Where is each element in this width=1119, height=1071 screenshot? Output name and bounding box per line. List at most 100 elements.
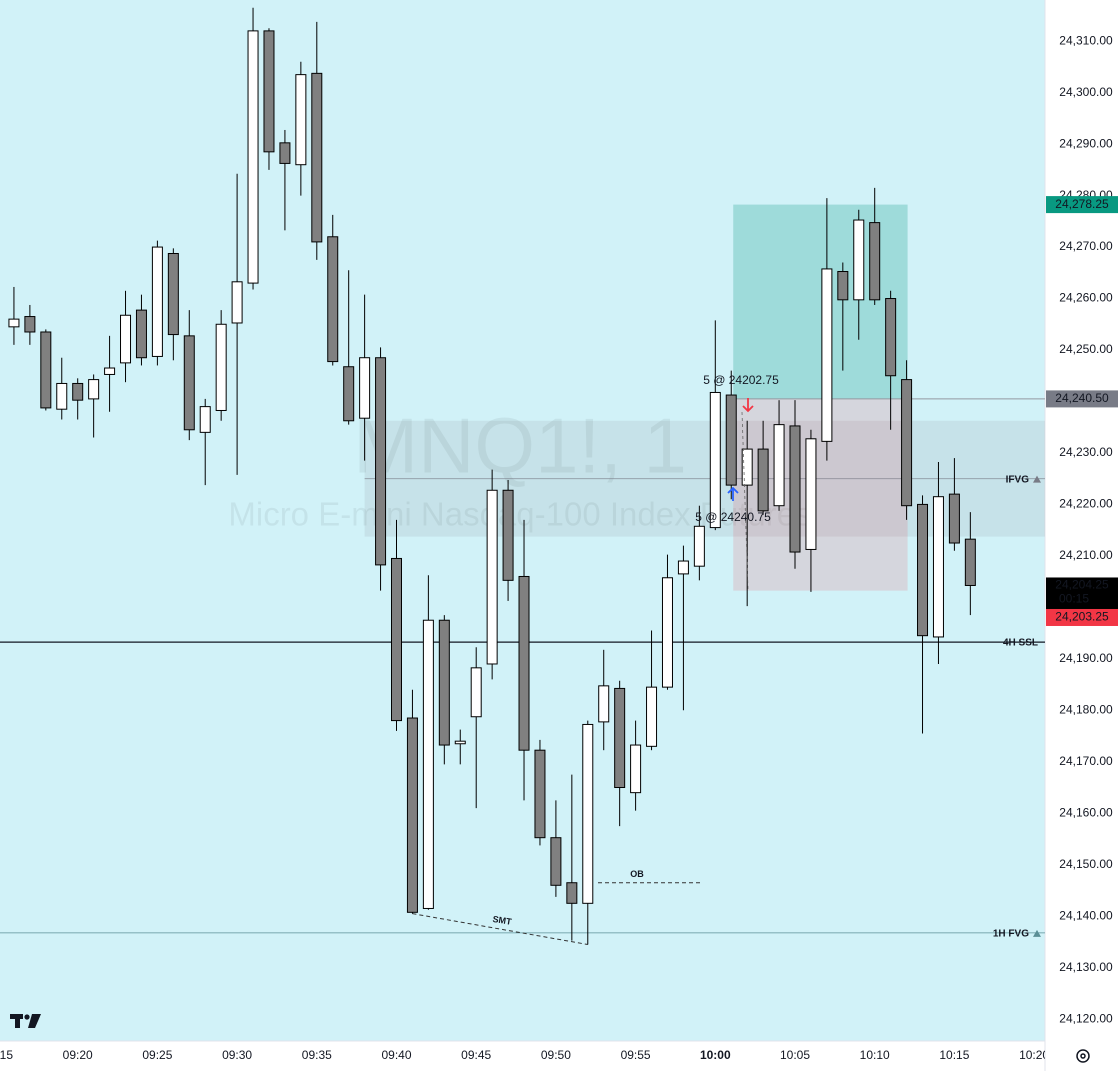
- x-tick-label: 09:45: [461, 1048, 491, 1062]
- candle-body: [741, 448, 753, 486]
- time-axis: [0, 1041, 1045, 1071]
- x-tick-label: 09:35: [302, 1048, 332, 1062]
- order-label: 5 @ 24202.75: [703, 373, 779, 387]
- ob-label: OB: [630, 869, 644, 879]
- candle-body: [646, 686, 658, 747]
- candle-body: [518, 575, 530, 751]
- smt-label: SMT: [492, 914, 513, 927]
- x-tick-label: 09:50: [541, 1048, 571, 1062]
- candle-body: [470, 667, 482, 718]
- candle-body: [359, 357, 371, 419]
- level-label: 4H SSL: [1003, 638, 1038, 649]
- candle-body: [183, 335, 195, 431]
- tv-logo: [10, 1014, 41, 1028]
- price-badge-label: 24,203.25: [1055, 610, 1109, 624]
- candle-body: [821, 268, 833, 442]
- candle-body: [757, 448, 769, 512]
- candle-body: [279, 142, 291, 164]
- candle-body: [72, 382, 84, 401]
- candle-body: [932, 496, 944, 638]
- plot-background: [0, 0, 1045, 1041]
- candle-body: [375, 357, 387, 566]
- candle-body: [215, 323, 227, 411]
- plot: MNQ1!, 1 Micro E-mini Nasdaq-100 Index F…: [0, 7, 1045, 945]
- order-label: 5 @ 24240.75: [695, 510, 771, 524]
- candle-body: [709, 391, 721, 529]
- candle-body: [948, 493, 960, 544]
- candle-body: [327, 236, 339, 363]
- y-tick-label: 24,230.00: [1059, 445, 1113, 459]
- y-tick-label: 24,260.00: [1059, 291, 1113, 305]
- price-badge: [1046, 608, 1118, 626]
- candle-body: [837, 271, 849, 301]
- x-tick-label: 10:05: [780, 1048, 810, 1062]
- x-tick-label: 09:30: [222, 1048, 252, 1062]
- profit-zone: [733, 204, 908, 399]
- last-price-label: 24,204.25: [1055, 578, 1109, 592]
- x-tick-label: 09:40: [381, 1048, 411, 1062]
- candle-body: [566, 882, 578, 904]
- level-triangle: [1033, 929, 1041, 937]
- candle-body: [614, 687, 626, 789]
- candle-body: [135, 309, 147, 359]
- smt-line: [412, 913, 588, 945]
- logo-part: [15, 1014, 20, 1028]
- candle-body: [454, 740, 466, 745]
- countdown: 00:15: [1059, 592, 1089, 606]
- candle-body: [120, 314, 132, 364]
- candle-body: [199, 406, 211, 433]
- candle-body: [231, 281, 243, 324]
- x-tick-label: 10:20: [1019, 1048, 1049, 1062]
- y-tick-label: 24,130.00: [1059, 960, 1113, 974]
- candle-body: [247, 30, 259, 284]
- y-tick-label: 24,150.00: [1059, 857, 1113, 871]
- y-tick-label: 24,290.00: [1059, 136, 1113, 150]
- candle-body: [773, 424, 785, 507]
- y-tick-label: 24,120.00: [1059, 1011, 1113, 1025]
- y-tick-label: 24,300.00: [1059, 85, 1113, 99]
- candle-body: [438, 619, 450, 746]
- candle-body: [502, 489, 514, 581]
- candle-body: [805, 438, 817, 550]
- x-tick-label: 09:20: [63, 1048, 93, 1062]
- last-price-badge: [1046, 577, 1118, 610]
- x-tick-label: 09:25: [142, 1048, 172, 1062]
- x-tick-label: 10:00: [700, 1048, 731, 1062]
- candle-body: [885, 298, 897, 377]
- price-badge: [1046, 196, 1118, 214]
- candle-body: [661, 577, 673, 688]
- candle-body: [40, 331, 52, 409]
- candle-body: [422, 619, 434, 909]
- y-tick-label: 24,160.00: [1059, 805, 1113, 819]
- candle-body: [693, 525, 705, 567]
- candle-body: [853, 219, 865, 301]
- logo-part: [28, 1014, 41, 1028]
- x-tick-label: 10:15: [939, 1048, 969, 1062]
- y-tick-label: 24,210.00: [1059, 548, 1113, 562]
- candle-body: [869, 222, 881, 301]
- level-label: IFVG: [1006, 474, 1030, 485]
- level-label: 1H FVG: [993, 929, 1029, 940]
- candle-body: [391, 557, 402, 722]
- candle-body: [263, 30, 275, 153]
- x-tick-label: 09:15: [0, 1048, 13, 1062]
- x-axis: 09:15 09:20 09:25 09:30 09:35 09:40 09:45 09:50…: [0, 1048, 1049, 1062]
- gear[interactable]: [1076, 1049, 1090, 1063]
- candle-body: [630, 744, 642, 794]
- candle-body: [901, 379, 913, 507]
- x-tick-label: 10:10: [860, 1048, 890, 1062]
- candle-body: [534, 749, 546, 839]
- gear-center[interactable]: [1080, 1053, 1086, 1059]
- candle-body: [8, 318, 20, 328]
- candle-body: [406, 717, 418, 913]
- sell-arrow: [742, 398, 754, 413]
- level-triangle: [1033, 475, 1041, 483]
- candle-body: [104, 367, 116, 375]
- y-tick-label: 24,310.00: [1059, 33, 1113, 47]
- y-tick-label: 24,270.00: [1059, 239, 1113, 253]
- candle-body: [88, 379, 100, 400]
- logo-part: [24, 1014, 30, 1020]
- y-tick-label: 24,190.00: [1059, 651, 1113, 665]
- settings-icon[interactable]: [1076, 1049, 1090, 1063]
